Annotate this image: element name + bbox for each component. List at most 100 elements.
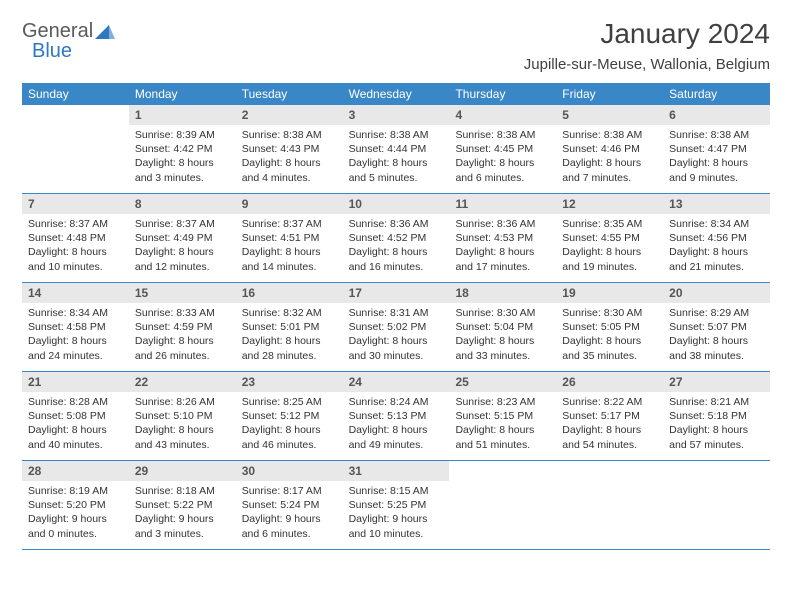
day-cell: 27Sunrise: 8:21 AMSunset: 5:18 PMDayligh… <box>663 372 770 460</box>
week-row: 14Sunrise: 8:34 AMSunset: 4:58 PMDayligh… <box>22 283 770 372</box>
sunset-text: Sunset: 4:53 PM <box>455 231 550 245</box>
sunset-text: Sunset: 4:46 PM <box>562 142 657 156</box>
title-block: January 2024 Jupille-sur-Meuse, Wallonia… <box>524 18 770 73</box>
daylight-text: Daylight: 8 hours and 19 minutes. <box>562 245 657 273</box>
day-cell: 1Sunrise: 8:39 AMSunset: 4:42 PMDaylight… <box>129 105 236 193</box>
day-number: 28 <box>22 461 129 481</box>
daylight-text: Daylight: 8 hours and 28 minutes. <box>242 334 337 362</box>
day-number: 21 <box>22 372 129 392</box>
daylight-text: Daylight: 8 hours and 21 minutes. <box>669 245 764 273</box>
day-cell: 11Sunrise: 8:36 AMSunset: 4:53 PMDayligh… <box>449 194 556 282</box>
sunrise-text: Sunrise: 8:37 AM <box>28 217 123 231</box>
day-content: Sunrise: 8:37 AMSunset: 4:48 PMDaylight:… <box>22 214 129 280</box>
sunset-text: Sunset: 5:13 PM <box>349 409 444 423</box>
day-number: 20 <box>663 283 770 303</box>
sunset-text: Sunset: 4:49 PM <box>135 231 230 245</box>
week-row: 21Sunrise: 8:28 AMSunset: 5:08 PMDayligh… <box>22 372 770 461</box>
day-cell: 16Sunrise: 8:32 AMSunset: 5:01 PMDayligh… <box>236 283 343 371</box>
sunset-text: Sunset: 5:01 PM <box>242 320 337 334</box>
day-content: Sunrise: 8:36 AMSunset: 4:52 PMDaylight:… <box>343 214 450 280</box>
sunset-text: Sunset: 4:56 PM <box>669 231 764 245</box>
daylight-text: Daylight: 8 hours and 30 minutes. <box>349 334 444 362</box>
sunset-text: Sunset: 4:59 PM <box>135 320 230 334</box>
sunset-text: Sunset: 4:42 PM <box>135 142 230 156</box>
daylight-text: Daylight: 8 hours and 14 minutes. <box>242 245 337 273</box>
sunrise-text: Sunrise: 8:38 AM <box>669 128 764 142</box>
daylight-text: Daylight: 8 hours and 33 minutes. <box>455 334 550 362</box>
day-number: 5 <box>556 105 663 125</box>
sunrise-text: Sunrise: 8:32 AM <box>242 306 337 320</box>
day-number: 6 <box>663 105 770 125</box>
day-content: Sunrise: 8:29 AMSunset: 5:07 PMDaylight:… <box>663 303 770 369</box>
sunrise-text: Sunrise: 8:19 AM <box>28 484 123 498</box>
day-cell: 29Sunrise: 8:18 AMSunset: 5:22 PMDayligh… <box>129 461 236 549</box>
day-content: Sunrise: 8:34 AMSunset: 4:58 PMDaylight:… <box>22 303 129 369</box>
day-number: 2 <box>236 105 343 125</box>
location-text: Jupille-sur-Meuse, Wallonia, Belgium <box>524 56 770 73</box>
daylight-text: Daylight: 8 hours and 16 minutes. <box>349 245 444 273</box>
sunset-text: Sunset: 5:10 PM <box>135 409 230 423</box>
sunrise-text: Sunrise: 8:34 AM <box>28 306 123 320</box>
daylight-text: Daylight: 8 hours and 10 minutes. <box>28 245 123 273</box>
day-content: Sunrise: 8:36 AMSunset: 4:53 PMDaylight:… <box>449 214 556 280</box>
sunrise-text: Sunrise: 8:30 AM <box>562 306 657 320</box>
day-cell: 12Sunrise: 8:35 AMSunset: 4:55 PMDayligh… <box>556 194 663 282</box>
day-cell: 23Sunrise: 8:25 AMSunset: 5:12 PMDayligh… <box>236 372 343 460</box>
sunset-text: Sunset: 5:25 PM <box>349 498 444 512</box>
day-content: Sunrise: 8:28 AMSunset: 5:08 PMDaylight:… <box>22 392 129 458</box>
day-number <box>22 105 129 111</box>
daylight-text: Daylight: 8 hours and 6 minutes. <box>455 156 550 184</box>
weekday-tue: Tuesday <box>236 83 343 105</box>
sunset-text: Sunset: 5:04 PM <box>455 320 550 334</box>
day-cell: 18Sunrise: 8:30 AMSunset: 5:04 PMDayligh… <box>449 283 556 371</box>
daylight-text: Daylight: 9 hours and 10 minutes. <box>349 512 444 540</box>
daylight-text: Daylight: 9 hours and 3 minutes. <box>135 512 230 540</box>
daylight-text: Daylight: 8 hours and 43 minutes. <box>135 423 230 451</box>
sunrise-text: Sunrise: 8:35 AM <box>562 217 657 231</box>
day-cell: 26Sunrise: 8:22 AMSunset: 5:17 PMDayligh… <box>556 372 663 460</box>
day-cell <box>663 461 770 549</box>
daylight-text: Daylight: 9 hours and 0 minutes. <box>28 512 123 540</box>
day-content: Sunrise: 8:38 AMSunset: 4:46 PMDaylight:… <box>556 125 663 191</box>
sunrise-text: Sunrise: 8:21 AM <box>669 395 764 409</box>
day-cell: 30Sunrise: 8:17 AMSunset: 5:24 PMDayligh… <box>236 461 343 549</box>
day-content: Sunrise: 8:34 AMSunset: 4:56 PMDaylight:… <box>663 214 770 280</box>
day-content: Sunrise: 8:25 AMSunset: 5:12 PMDaylight:… <box>236 392 343 458</box>
day-content: Sunrise: 8:31 AMSunset: 5:02 PMDaylight:… <box>343 303 450 369</box>
day-number: 29 <box>129 461 236 481</box>
logo-triangle-icon <box>95 23 115 41</box>
week-row: 1Sunrise: 8:39 AMSunset: 4:42 PMDaylight… <box>22 105 770 194</box>
day-number: 4 <box>449 105 556 125</box>
sunrise-text: Sunrise: 8:26 AM <box>135 395 230 409</box>
day-content: Sunrise: 8:32 AMSunset: 5:01 PMDaylight:… <box>236 303 343 369</box>
day-content: Sunrise: 8:38 AMSunset: 4:45 PMDaylight:… <box>449 125 556 191</box>
sunset-text: Sunset: 4:58 PM <box>28 320 123 334</box>
day-number: 9 <box>236 194 343 214</box>
day-number: 7 <box>22 194 129 214</box>
day-number: 3 <box>343 105 450 125</box>
day-cell: 15Sunrise: 8:33 AMSunset: 4:59 PMDayligh… <box>129 283 236 371</box>
sunset-text: Sunset: 5:24 PM <box>242 498 337 512</box>
day-number: 10 <box>343 194 450 214</box>
sunrise-text: Sunrise: 8:38 AM <box>349 128 444 142</box>
calendar: Sunday Monday Tuesday Wednesday Thursday… <box>22 83 770 550</box>
sunset-text: Sunset: 5:12 PM <box>242 409 337 423</box>
day-cell: 19Sunrise: 8:30 AMSunset: 5:05 PMDayligh… <box>556 283 663 371</box>
logo-sub: Blue <box>32 40 72 63</box>
sunrise-text: Sunrise: 8:34 AM <box>669 217 764 231</box>
daylight-text: Daylight: 8 hours and 5 minutes. <box>349 156 444 184</box>
daylight-text: Daylight: 8 hours and 4 minutes. <box>242 156 337 184</box>
day-number: 15 <box>129 283 236 303</box>
daylight-text: Daylight: 8 hours and 7 minutes. <box>562 156 657 184</box>
day-cell: 3Sunrise: 8:38 AMSunset: 4:44 PMDaylight… <box>343 105 450 193</box>
sunset-text: Sunset: 5:15 PM <box>455 409 550 423</box>
day-content: Sunrise: 8:18 AMSunset: 5:22 PMDaylight:… <box>129 481 236 547</box>
weekday-wed: Wednesday <box>343 83 450 105</box>
sunrise-text: Sunrise: 8:38 AM <box>455 128 550 142</box>
day-number: 25 <box>449 372 556 392</box>
weekday-fri: Friday <box>556 83 663 105</box>
day-cell: 6Sunrise: 8:38 AMSunset: 4:47 PMDaylight… <box>663 105 770 193</box>
weekday-thu: Thursday <box>449 83 556 105</box>
day-number: 22 <box>129 372 236 392</box>
sunrise-text: Sunrise: 8:38 AM <box>242 128 337 142</box>
